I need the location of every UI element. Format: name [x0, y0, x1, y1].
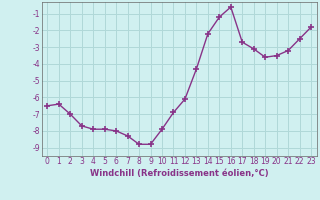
X-axis label: Windchill (Refroidissement éolien,°C): Windchill (Refroidissement éolien,°C) [90, 169, 268, 178]
